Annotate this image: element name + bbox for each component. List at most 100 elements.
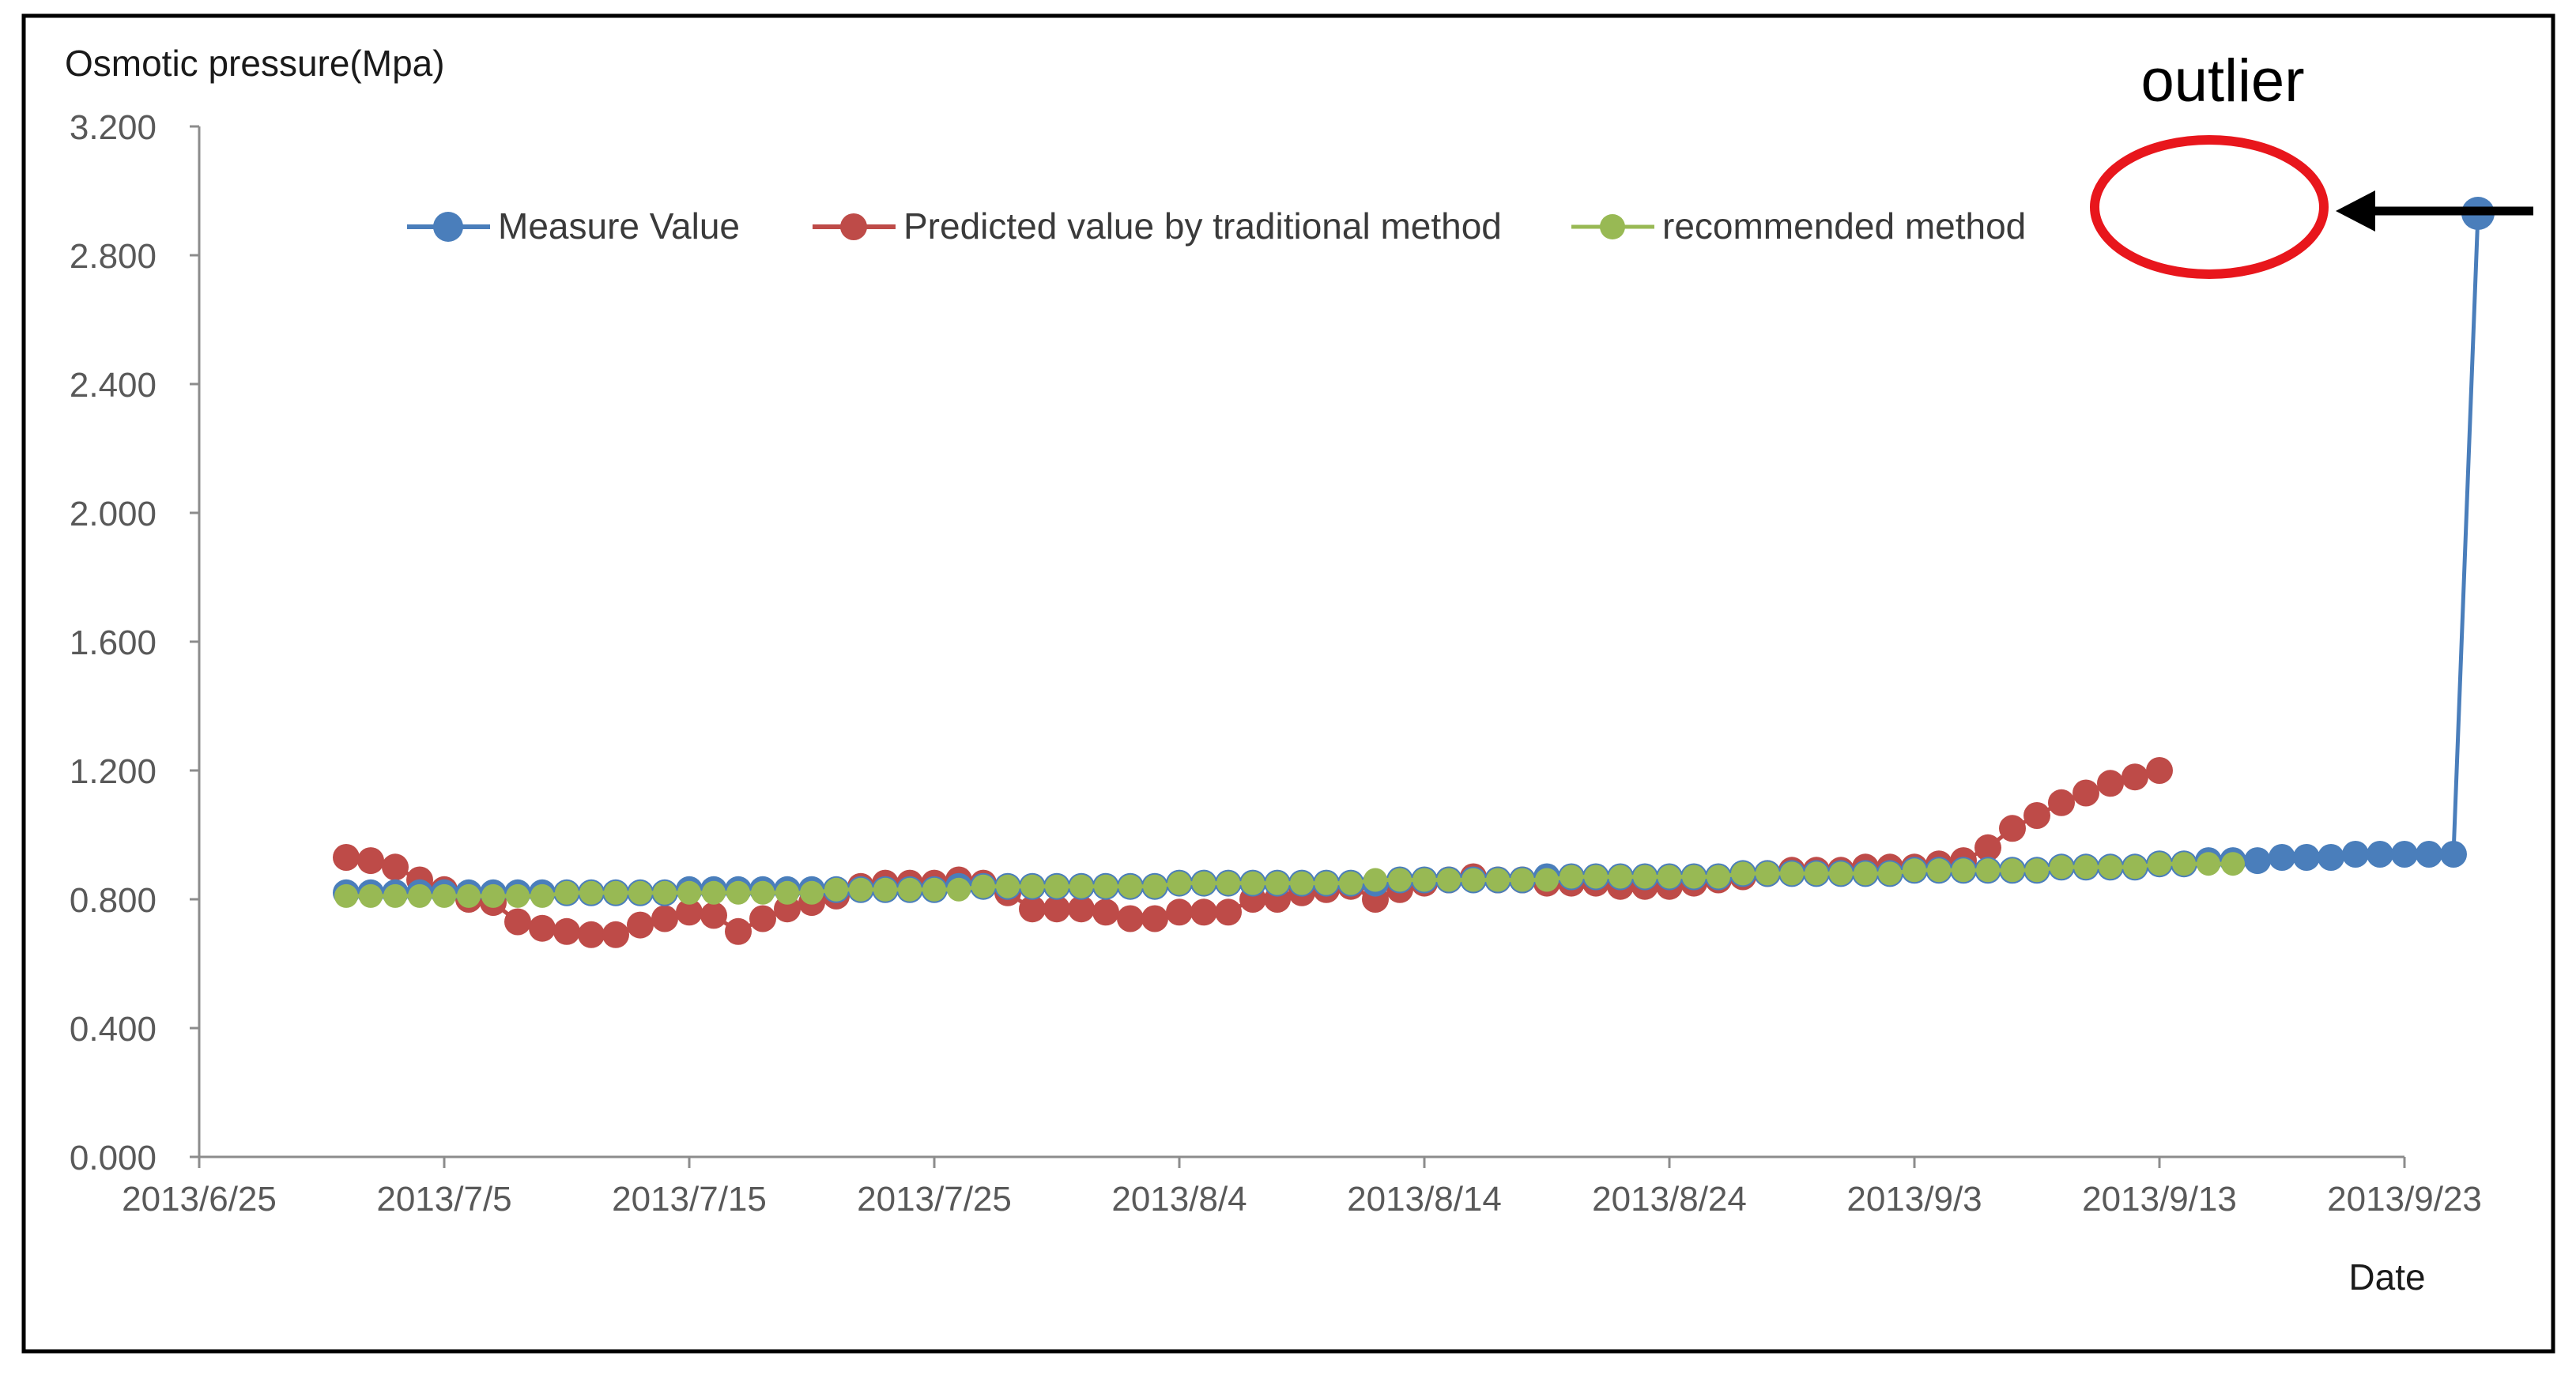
data-point-measure: [2342, 841, 2369, 868]
data-point-predicted: [2023, 802, 2050, 829]
data-point-recommended: [1927, 858, 1951, 883]
data-point-predicted: [700, 902, 727, 929]
data-point-predicted: [2146, 757, 2173, 784]
outlier-label: outlier: [2141, 47, 2305, 115]
data-point-recommended: [775, 880, 799, 905]
data-point-recommended: [1731, 861, 1755, 886]
data-point-recommended: [1265, 871, 1289, 895]
legend-label-recommended: recommended method: [1662, 205, 2026, 247]
data-point-recommended: [800, 880, 824, 905]
data-point-predicted: [578, 921, 605, 948]
data-point-recommended: [628, 880, 652, 905]
y-tick-label: 1.600: [70, 623, 157, 662]
data-point-measure: [2269, 844, 2295, 871]
data-point-recommended: [1412, 868, 1436, 892]
data-point-recommended: [1290, 871, 1314, 895]
legend: Measure Value Predicted value by traditi…: [407, 205, 2026, 247]
data-point-predicted: [2097, 770, 2124, 797]
data-point-measure: [2440, 841, 2467, 868]
data-point-recommended: [1118, 874, 1142, 898]
data-point-recommended: [1461, 868, 1485, 892]
data-point-recommended: [1805, 861, 1828, 886]
data-point-recommended: [2148, 852, 2171, 876]
data-point-recommended: [1658, 865, 1681, 889]
data-point-recommended: [2221, 852, 2245, 876]
data-point-recommended: [751, 880, 775, 905]
data-point-recommended: [1584, 865, 1608, 889]
y-tick-label: 2.400: [70, 366, 157, 405]
data-point-recommended: [359, 883, 383, 908]
data-point-recommended: [1756, 861, 1779, 886]
x-tick-label: 2013/7/5: [376, 1180, 511, 1219]
data-point-recommended: [824, 877, 848, 902]
x-tick-label: 2013/9/3: [1846, 1180, 1982, 1219]
data-point-recommended: [383, 883, 407, 908]
data-point-recommended: [579, 880, 603, 905]
data-point-predicted: [2072, 779, 2099, 807]
data-point-recommended: [702, 880, 726, 905]
data-point-predicted: [357, 847, 384, 875]
data-point-recommended: [1314, 871, 1338, 895]
data-point-measure: [2244, 847, 2271, 875]
data-point-recommended: [873, 877, 897, 902]
x-tick-label: 2013/6/25: [122, 1180, 277, 1219]
data-point-recommended: [2001, 858, 2024, 883]
data-point-predicted: [1092, 898, 1119, 926]
data-point-predicted: [2122, 763, 2148, 791]
data-point-recommended: [1069, 874, 1093, 898]
y-tick-label: 1.200: [70, 752, 157, 791]
y-tick-label: 0.400: [70, 1010, 157, 1049]
data-point-predicted: [1043, 895, 1070, 923]
data-point-recommended: [1560, 865, 1583, 889]
data-point-recommended: [457, 883, 481, 908]
x-tick-label: 2013/9/23: [2327, 1180, 2482, 1219]
data-point-recommended: [922, 877, 946, 902]
legend-item-measure: Measure Value: [407, 205, 740, 247]
data-point-recommended: [1388, 868, 1412, 892]
data-point-recommended: [1486, 868, 1510, 892]
data-point-recommended: [2123, 855, 2147, 880]
data-point-measure: [2391, 841, 2418, 868]
x-tick-label: 2013/7/25: [857, 1180, 1012, 1219]
data-point-recommended: [1633, 865, 1657, 889]
data-point-recommended: [677, 880, 701, 905]
legend-label-predicted: Predicted value by traditional method: [903, 205, 1502, 247]
outlier-arrow-head: [2336, 190, 2375, 232]
x-tick-label: 2013/8/14: [1347, 1180, 1502, 1219]
data-point-predicted: [382, 853, 409, 881]
legend-label-measure: Measure Value: [498, 205, 740, 247]
outlier-annotation: outlier: [2090, 47, 2533, 279]
data-point-measure: [2416, 841, 2442, 868]
data-point-recommended: [2050, 855, 2073, 880]
series-recommended: [334, 852, 2245, 908]
data-point-recommended: [1780, 861, 1804, 886]
x-axis-label: Date: [2348, 1256, 2425, 1298]
data-point-recommended: [1535, 868, 1559, 892]
data-point-predicted: [749, 905, 776, 932]
data-point-predicted: [676, 898, 703, 926]
data-point-predicted: [529, 914, 556, 942]
legend-marker-predicted: [840, 213, 867, 240]
data-point-predicted: [725, 917, 752, 945]
data-point-recommended: [334, 883, 358, 908]
data-point-recommended: [1045, 874, 1069, 898]
x-tick-label: 2013/8/4: [1111, 1180, 1247, 1219]
data-point-recommended: [849, 877, 873, 902]
data-point-recommended: [2197, 852, 2220, 876]
data-point-recommended: [1609, 865, 1632, 889]
data-point-recommended: [1020, 874, 1044, 898]
data-point-recommended: [1241, 871, 1265, 895]
data-point-measure: [2318, 844, 2344, 871]
data-point-recommended: [1682, 865, 1706, 889]
data-point-recommended: [1437, 868, 1461, 892]
data-point-recommended: [1976, 858, 2000, 883]
data-point-predicted: [1019, 895, 1046, 923]
data-point-recommended: [1167, 871, 1191, 895]
data-point-recommended: [996, 874, 1020, 898]
data-point-recommended: [971, 874, 995, 898]
data-point-predicted: [1166, 898, 1193, 926]
data-point-recommended: [1707, 865, 1730, 889]
data-point-predicted: [1974, 834, 2001, 861]
data-point-recommended: [506, 883, 530, 908]
